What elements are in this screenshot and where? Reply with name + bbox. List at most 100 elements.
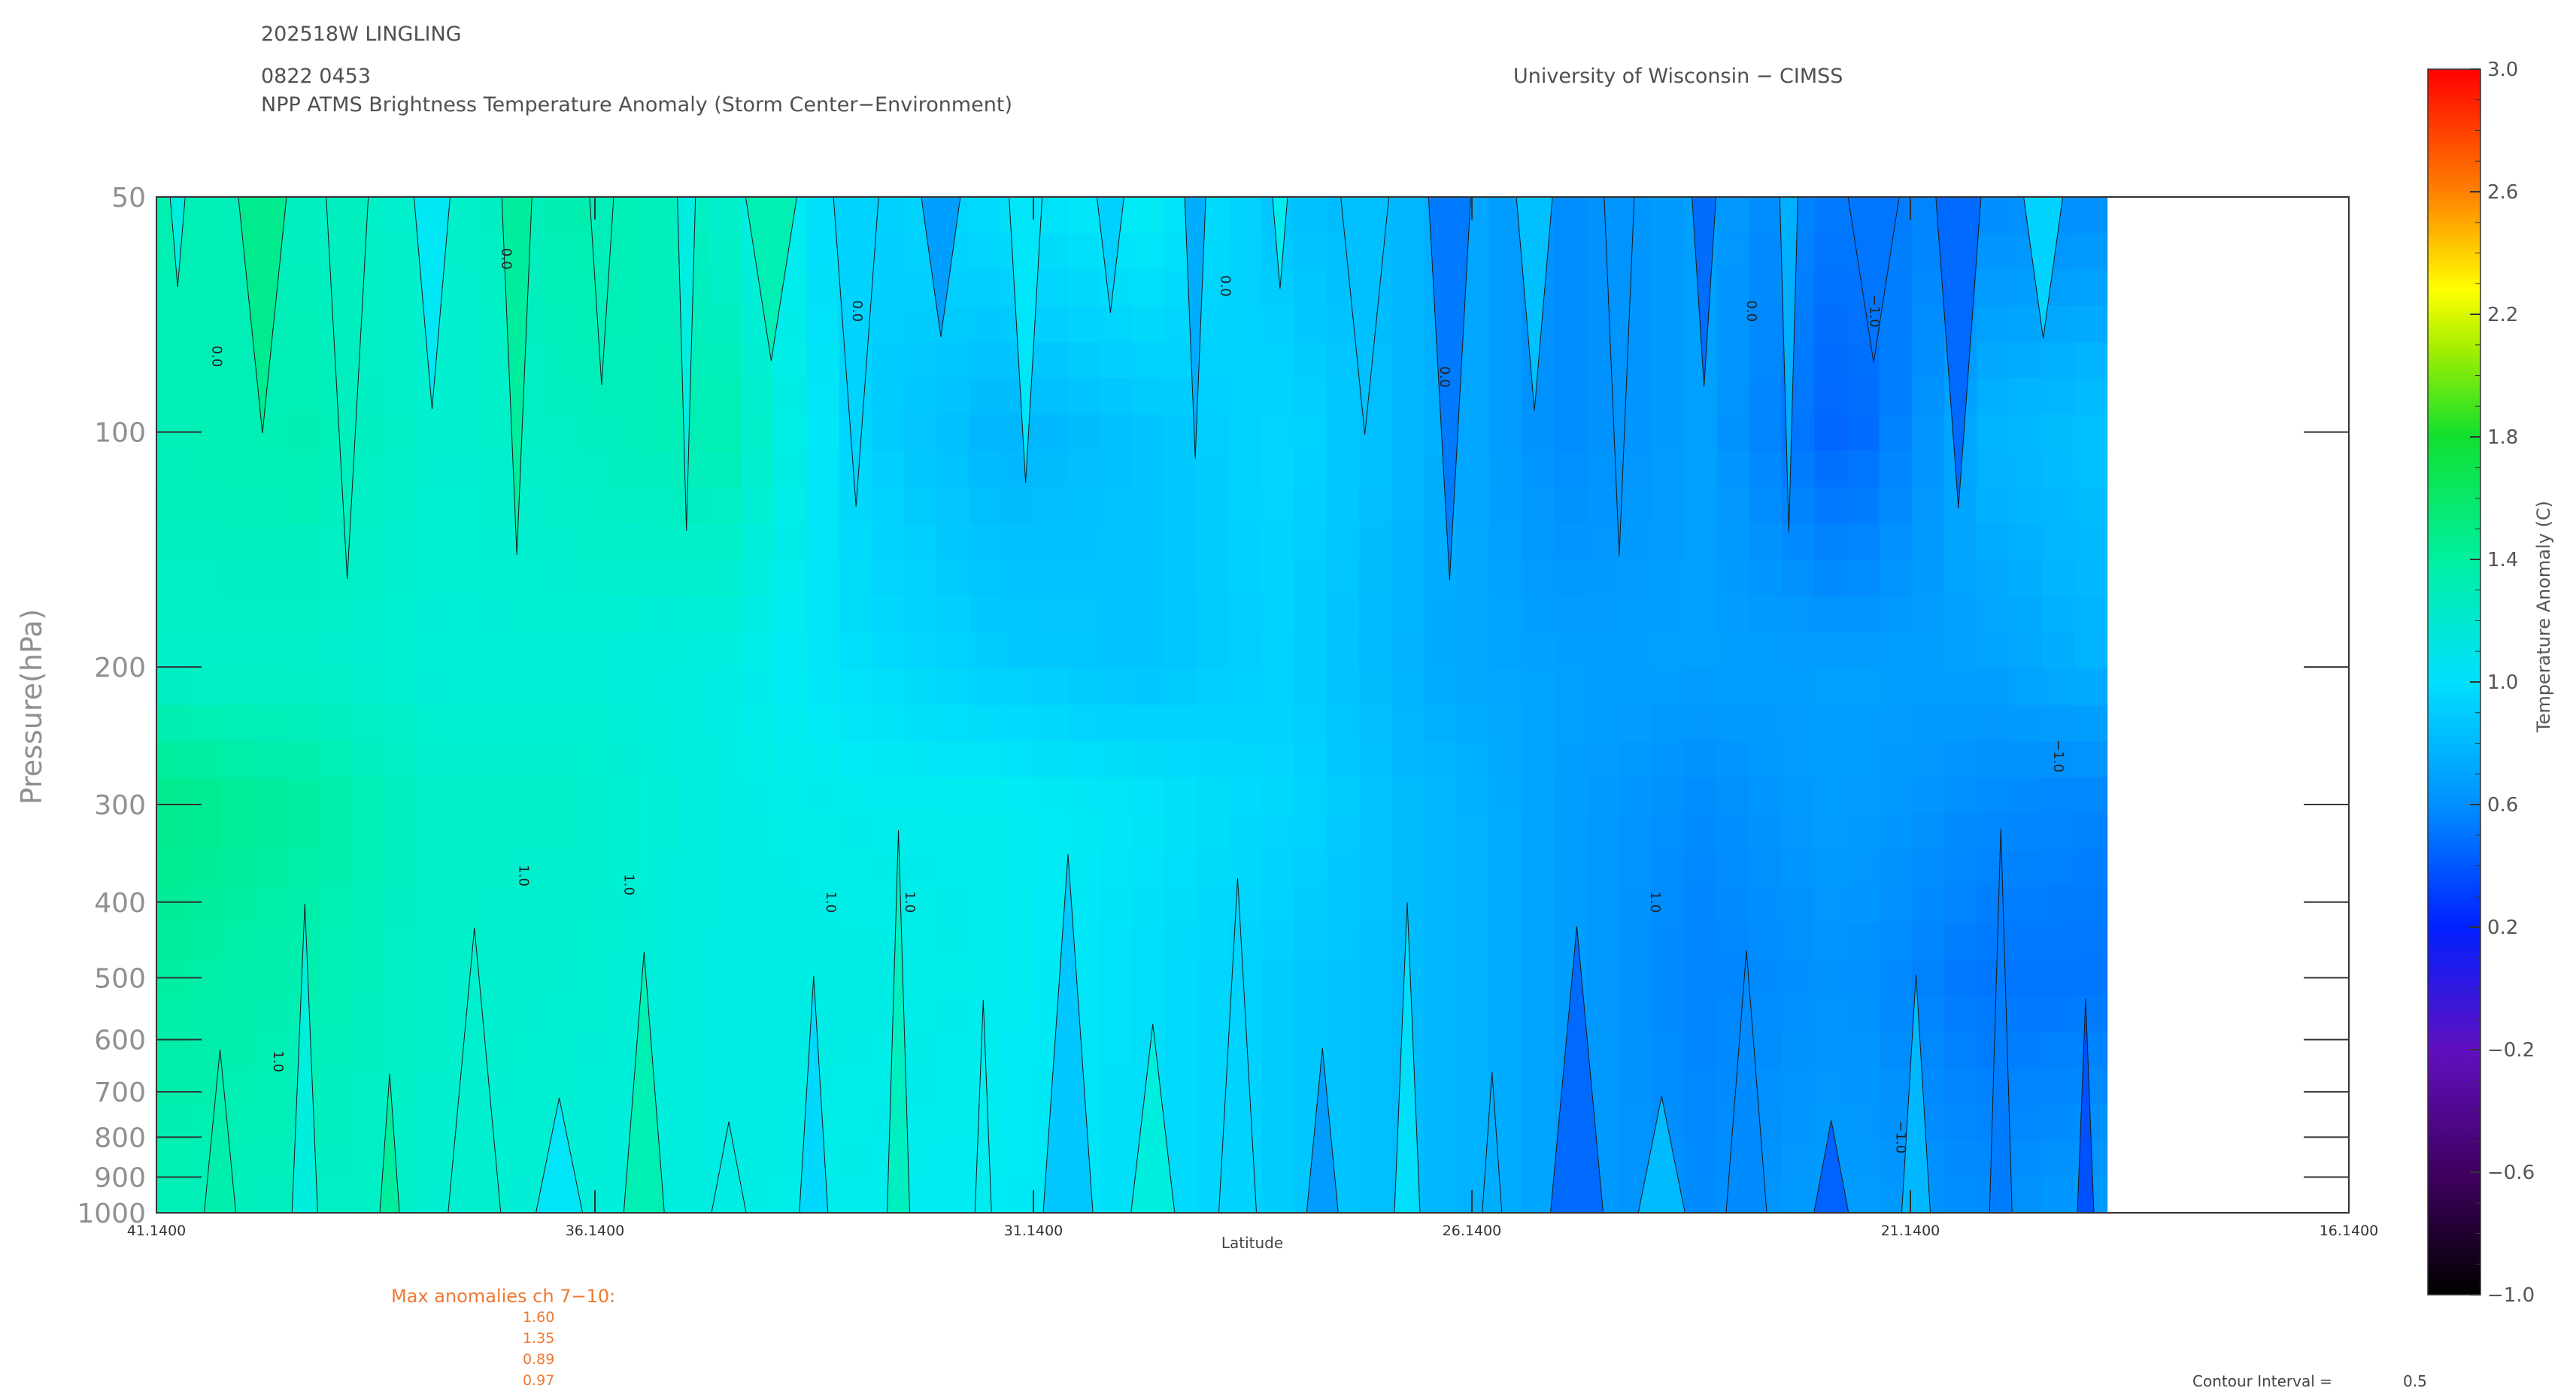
heatmap-cell bbox=[2074, 523, 2108, 561]
heatmap-cell bbox=[1067, 305, 1100, 343]
heatmap-cell bbox=[806, 233, 840, 271]
heatmap-cell bbox=[1326, 414, 1361, 452]
heatmap-cell bbox=[1749, 668, 1783, 706]
heatmap-cell bbox=[2009, 1140, 2043, 1177]
heatmap-cell bbox=[1814, 487, 1848, 525]
heatmap-cell bbox=[286, 197, 320, 235]
heatmap-cell bbox=[416, 559, 450, 597]
heatmap-cell bbox=[708, 305, 742, 343]
heatmap-cell bbox=[189, 595, 223, 633]
heatmap-cell bbox=[578, 305, 613, 343]
heatmap-cell bbox=[1131, 741, 1165, 778]
contour-spike bbox=[379, 1073, 400, 1213]
heatmap-cell bbox=[708, 886, 742, 923]
heatmap-cell bbox=[969, 378, 1003, 416]
heatmap-cell bbox=[2041, 1140, 2075, 1177]
heatmap-cell bbox=[904, 814, 938, 851]
heatmap-cell bbox=[1326, 487, 1361, 525]
heatmap-cell bbox=[481, 487, 515, 525]
heatmap-cell bbox=[611, 559, 645, 597]
heatmap-cell bbox=[449, 197, 483, 235]
heatmap-cell bbox=[1879, 450, 1913, 488]
heatmap-cell bbox=[1099, 559, 1133, 597]
heatmap-cell bbox=[644, 305, 678, 343]
heatmap-cell bbox=[1554, 305, 1588, 343]
heatmap-cell bbox=[416, 705, 450, 742]
heatmap-cell bbox=[1749, 923, 1783, 960]
heatmap-cell bbox=[1586, 814, 1620, 851]
heatmap-cell bbox=[1716, 814, 1750, 851]
heatmap-cell bbox=[1261, 886, 1295, 923]
heatmap-cell bbox=[936, 705, 970, 742]
heatmap-cell bbox=[1944, 923, 1978, 960]
contour-spike bbox=[1779, 197, 1798, 533]
heatmap-cell bbox=[546, 595, 580, 633]
heatmap-cell bbox=[904, 523, 938, 561]
heatmap-cell bbox=[1944, 559, 1978, 597]
heatmap-cell bbox=[1911, 632, 1946, 670]
heatmap-cell bbox=[1684, 814, 1718, 851]
max-anomalies-title: Max anomalies ch 7−10: bbox=[391, 1286, 616, 1307]
heatmap-cell bbox=[1391, 668, 1425, 706]
heatmap-cell bbox=[253, 777, 287, 815]
heatmap-cell bbox=[1391, 632, 1425, 670]
heatmap-cell bbox=[1261, 523, 1295, 561]
heatmap-cell bbox=[676, 923, 710, 960]
heatmap-cell bbox=[578, 342, 613, 380]
heatmap-cell bbox=[774, 668, 808, 706]
heatmap-cell bbox=[1977, 559, 2010, 597]
heatmap-cell bbox=[1911, 305, 1946, 343]
heatmap-cell bbox=[1294, 487, 1327, 525]
heatmap-cell bbox=[1294, 378, 1327, 416]
heatmap-cell bbox=[1652, 487, 1685, 525]
heatmap-cell bbox=[546, 705, 580, 742]
heatmap-cell bbox=[1197, 814, 1230, 851]
heatmap-cell bbox=[1846, 814, 1880, 851]
heatmap-cell bbox=[1164, 414, 1197, 452]
product-title: NPP ATMS Brightness Temperature Anomaly … bbox=[261, 93, 1012, 117]
heatmap-cell bbox=[416, 632, 450, 670]
heatmap-cell bbox=[611, 814, 645, 851]
heatmap-cell bbox=[546, 814, 580, 851]
heatmap-cell bbox=[1522, 632, 1555, 670]
heatmap-cell bbox=[1261, 777, 1295, 815]
heatmap-cell bbox=[156, 414, 190, 452]
heatmap-cell bbox=[2041, 777, 2075, 815]
heatmap-cell bbox=[1164, 777, 1197, 815]
heatmap-cell bbox=[1359, 814, 1393, 851]
heatmap-cell bbox=[449, 450, 483, 488]
contour-spike bbox=[623, 951, 665, 1213]
heatmap-cell bbox=[1359, 923, 1393, 960]
heatmap-cell bbox=[1001, 559, 1035, 597]
heatmap-cell bbox=[1424, 850, 1458, 887]
heatmap-cell bbox=[936, 523, 970, 561]
heatmap-cell bbox=[969, 269, 1003, 307]
heatmap-cell bbox=[1749, 378, 1783, 416]
heatmap-cell bbox=[1652, 705, 1685, 742]
heatmap-cell bbox=[1619, 668, 1653, 706]
heatmap-cell bbox=[416, 1031, 450, 1069]
heatmap-cell bbox=[1522, 886, 1555, 923]
contour-spike bbox=[1096, 197, 1124, 314]
heatmap-cell bbox=[676, 850, 710, 887]
heatmap-cell bbox=[1424, 1068, 1458, 1105]
heatmap-cell bbox=[1522, 487, 1555, 525]
heatmap-cell bbox=[449, 886, 483, 923]
heatmap-cell bbox=[2009, 777, 2043, 815]
heatmap-cell bbox=[676, 595, 710, 633]
heatmap-cell bbox=[156, 777, 190, 815]
heatmap-cell bbox=[1749, 632, 1783, 670]
heatmap-cell bbox=[1749, 850, 1783, 887]
heatmap-cell bbox=[578, 814, 613, 851]
heatmap-cell bbox=[1554, 741, 1588, 778]
heatmap-cell bbox=[742, 487, 775, 525]
contour-spike bbox=[413, 197, 451, 410]
heatmap-cell bbox=[1749, 305, 1783, 343]
heatmap-cell bbox=[1684, 559, 1718, 597]
heatmap-cell bbox=[1782, 1176, 1816, 1213]
heatmap-cell bbox=[189, 886, 223, 923]
heatmap-cell bbox=[1814, 450, 1848, 488]
heatmap-cell bbox=[1131, 378, 1165, 416]
heatmap-cell bbox=[904, 1068, 938, 1105]
